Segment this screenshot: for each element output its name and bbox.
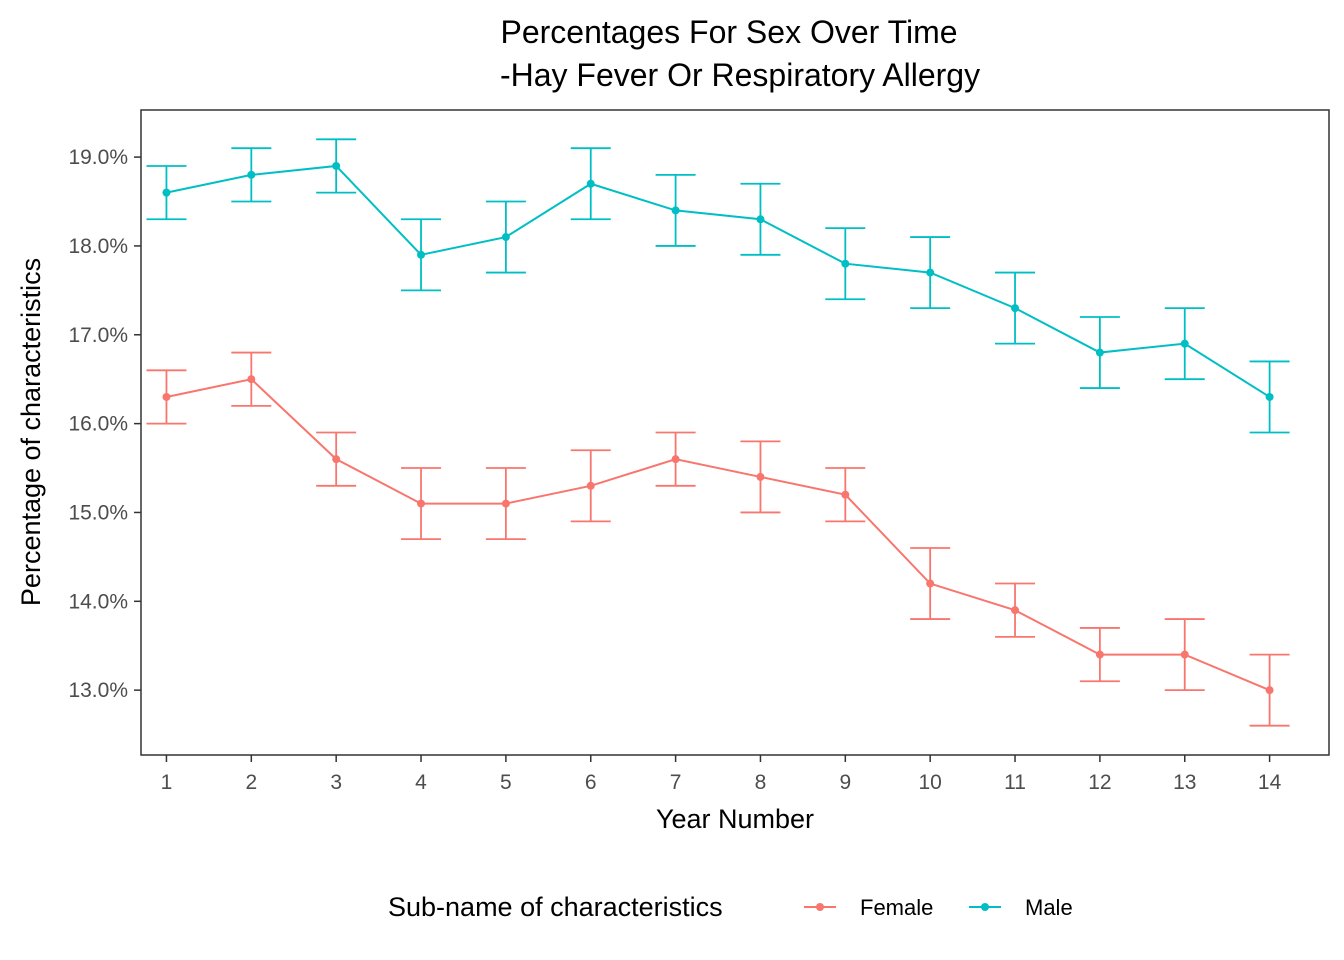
data-point-male (756, 215, 765, 224)
legend-key-female (804, 903, 836, 911)
data-point-female (586, 481, 595, 490)
legend-key-point (816, 903, 824, 911)
y-tick-label: 15.0% (68, 501, 128, 524)
data-point-male (1180, 339, 1189, 348)
data-point-female (756, 472, 765, 481)
series-line-male (166, 164, 1271, 398)
plot-panel-border (140, 109, 1330, 756)
x-tick-label: 11 (1004, 771, 1026, 794)
x-tick-label: 10 (918, 771, 941, 794)
y-tick-label: 16.0% (68, 413, 128, 436)
legend-title: Sub-name of characteristics (388, 892, 723, 922)
legend-key-male (969, 903, 1001, 911)
data-point-female (841, 490, 850, 499)
data-point-male (332, 161, 341, 170)
data-point-female (501, 499, 510, 508)
y-tick-label: 14.0% (68, 590, 128, 613)
data-point-female (671, 455, 680, 464)
chart-title: Percentages For Sex Over Time (500, 14, 957, 50)
x-tick-label: 5 (500, 771, 512, 794)
x-tick-label: 6 (585, 771, 597, 794)
data-point-male (671, 206, 680, 215)
data-point-male (1011, 304, 1020, 313)
x-tick-label: 1 (161, 771, 173, 794)
data-point-male (417, 250, 426, 259)
data-point-female (1180, 650, 1189, 659)
chart-subtitle: -Hay Fever Or Respiratory Allergy (500, 57, 980, 93)
data-point-male (247, 170, 256, 179)
data-point-female (162, 392, 171, 401)
x-tick-label: 12 (1088, 771, 1111, 794)
data-point-female (926, 579, 935, 588)
x-tick-label: 3 (330, 771, 342, 794)
legend-key-point (981, 903, 989, 911)
y-tick-label: 17.0% (68, 324, 128, 347)
x-tick-label: 8 (755, 771, 767, 794)
series-line-female (166, 378, 1270, 692)
data-point-female (247, 375, 256, 384)
x-tick-label: 9 (839, 771, 851, 794)
y-tick-label: 13.0% (68, 679, 128, 702)
data-point-male (926, 268, 935, 277)
data-point-female (1011, 606, 1020, 615)
x-tick-label: 13 (1173, 771, 1196, 794)
y-axis: 13.0% 14.0% 15.0% 16.0% 17.0% 18.0% 19.0% (68, 146, 141, 702)
data-point-female (1095, 650, 1104, 659)
data-point-female (417, 499, 426, 508)
data-point-male (501, 233, 510, 242)
data-point-male (162, 188, 171, 197)
x-tick-label: 14 (1258, 771, 1282, 794)
y-tick-label: 18.0% (68, 235, 128, 258)
data-point-female (1265, 686, 1274, 695)
x-tick-label: 2 (245, 771, 257, 794)
series-layer (146, 138, 1290, 727)
x-tick-label: 7 (670, 771, 682, 794)
legend-label-female: Female (860, 895, 933, 920)
data-point-male (586, 179, 595, 188)
series-male (146, 138, 1290, 434)
data-point-male (841, 259, 850, 268)
legend: Sub-name of characteristics Female Male (388, 892, 1073, 922)
y-axis-title: Percentage of characteristics (16, 258, 46, 606)
x-axis: 1 2 3 4 5 6 7 8 9 10 11 12 13 14 (161, 755, 1282, 794)
legend-label-male: Male (1025, 895, 1073, 920)
data-point-male (1265, 392, 1274, 401)
y-tick-label: 19.0% (68, 146, 128, 169)
data-point-female (332, 455, 341, 464)
data-point-male (1095, 348, 1104, 357)
x-axis-title: Year Number (656, 804, 814, 834)
series-female (146, 351, 1290, 727)
x-tick-label: 4 (415, 771, 427, 794)
